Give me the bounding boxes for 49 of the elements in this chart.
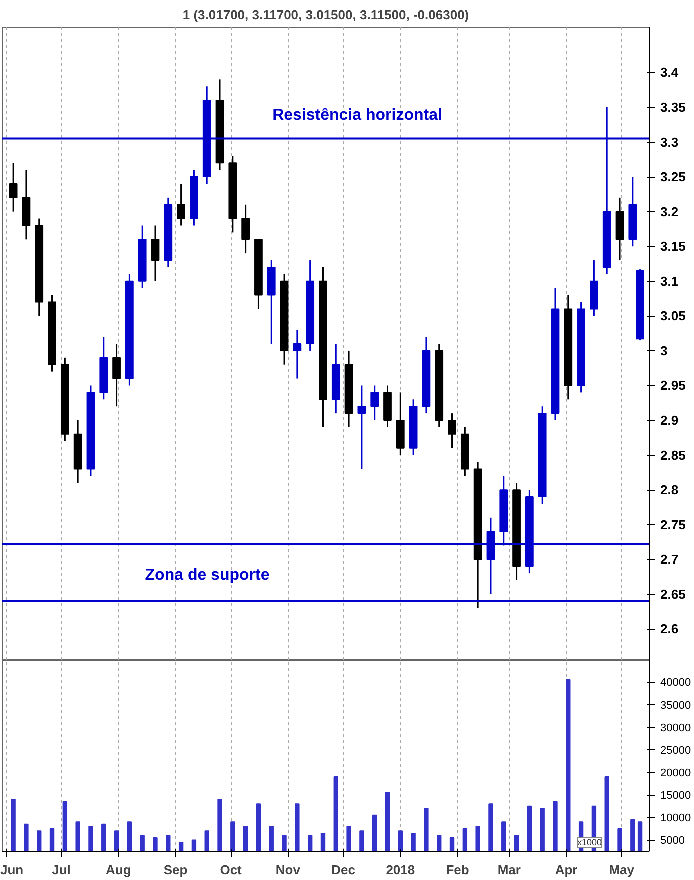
y-tick-label: 2.75 [660, 517, 686, 532]
x-tick-label: Feb [446, 862, 470, 878]
candlestick [293, 329, 302, 380]
x-tick-label: Jul [52, 862, 71, 878]
y-tick-label: 2.8 [660, 482, 679, 498]
y-tick-label: 3.35 [660, 100, 686, 115]
x-tick-label: Oct [220, 862, 243, 878]
candlestick [112, 343, 121, 408]
y-tick-label: 2.65 [660, 586, 686, 602]
y-tick-label: 15000 [660, 790, 692, 802]
y-tick-label: 3.1 [660, 274, 679, 289]
y-tick-label: 2.95 [660, 378, 686, 394]
candlestick [177, 183, 186, 226]
x-tick-label: May [609, 862, 636, 878]
y-tick-label: 3.3 [660, 134, 679, 150]
y-tick-label: 2.85 [660, 448, 686, 463]
candlestick [151, 224, 160, 282]
y-tick-label: 3 [660, 343, 668, 358]
y-tick-label: 3.4 [660, 65, 680, 80]
candlestick [242, 204, 250, 254]
x-tick-label: Aug [106, 862, 132, 878]
x-tick-label: Jun [0, 862, 24, 878]
x-tick-label: Sep [164, 862, 188, 878]
y-tick-label: 35000 [660, 700, 692, 712]
y-tick-label: 30000 [660, 722, 692, 734]
y-tick-label: 5000 [660, 835, 685, 848]
y-tick-label: 3.15 [660, 239, 686, 254]
x-tick-label: Nov [276, 862, 302, 878]
candlestick [370, 384, 380, 422]
y-tick-label: 2.9 [660, 413, 679, 428]
y-tick-label: 20000 [660, 767, 692, 780]
annotation: Resistência horizontal [272, 107, 442, 124]
y-tick-label: 3.05 [660, 308, 686, 324]
y-tick-label: 2.7 [660, 552, 679, 568]
chart-title: 1 (3.01700, 3.11700, 3.01500, 3.11500, -0.06300) [182, 8, 470, 22]
annotation: Zona de suporte [145, 567, 270, 584]
y-tick-label: 3.2 [660, 204, 679, 220]
y-tick-label: 10000 [660, 812, 692, 825]
y-tick-label: 2.6 [660, 622, 679, 637]
x-tick-label: Mar [498, 862, 521, 878]
candlestick [358, 384, 366, 470]
candlestick [448, 412, 456, 450]
candlestick [9, 162, 18, 213]
y-tick-label: 25000 [660, 744, 692, 757]
y-tick-label: 3.25 [660, 170, 686, 185]
x-tick-label: Apr [555, 862, 578, 878]
x-tick-label: 2018 [386, 862, 416, 878]
y-tick-label: 40000 [660, 677, 692, 690]
x-tick-label: Dec [332, 862, 356, 878]
